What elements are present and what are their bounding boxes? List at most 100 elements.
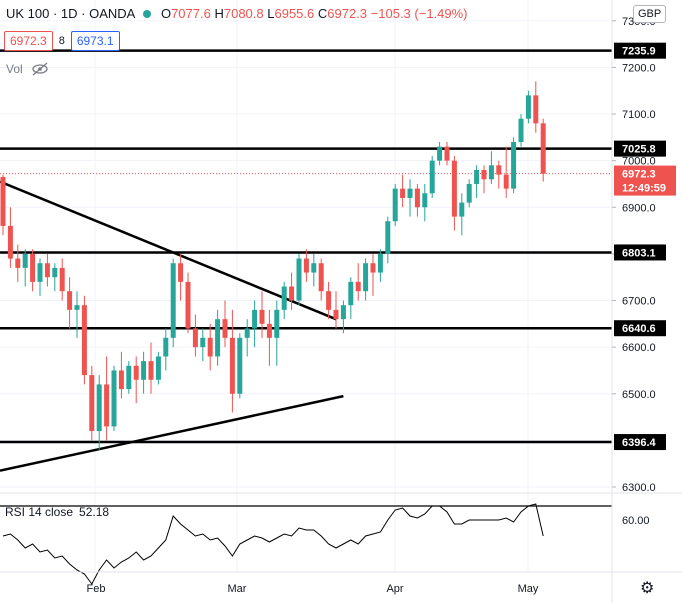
trendline[interactable] xyxy=(0,180,337,321)
candle-body[interactable] xyxy=(370,263,376,273)
candle-body[interactable] xyxy=(363,263,369,292)
candle-body[interactable] xyxy=(540,123,546,174)
candle-body[interactable] xyxy=(126,365,132,390)
candle-body[interactable] xyxy=(355,281,361,292)
buy-button[interactable]: 6973.1 xyxy=(70,31,120,51)
level-price-tag[interactable] xyxy=(614,434,666,451)
candle-body[interactable] xyxy=(525,95,531,119)
candle-body[interactable] xyxy=(422,193,428,208)
candle-body[interactable] xyxy=(274,309,280,338)
candle-body[interactable] xyxy=(148,361,154,380)
candle-body[interactable] xyxy=(185,281,191,329)
price-axis[interactable]: 7300.07200.07100.07000.06900.06800.06700… xyxy=(611,0,676,603)
symbol-title[interactable]: UK 100 · 1D · OANDA xyxy=(6,6,136,21)
candle-body[interactable] xyxy=(89,375,95,432)
candle-body[interactable] xyxy=(533,95,539,124)
candle-body[interactable] xyxy=(518,118,524,143)
candle-body[interactable] xyxy=(377,253,383,273)
candle-body[interactable] xyxy=(104,384,110,427)
level-price-tag[interactable] xyxy=(614,140,666,157)
candle-body[interactable] xyxy=(237,337,243,394)
candle-body[interactable] xyxy=(451,160,457,217)
candle-body[interactable] xyxy=(133,365,139,380)
candle-body[interactable] xyxy=(155,356,161,380)
rsi-pane[interactable] xyxy=(0,492,682,585)
hide-eye-icon[interactable] xyxy=(31,62,49,76)
candle-body[interactable] xyxy=(437,146,443,161)
candle-body[interactable] xyxy=(444,146,450,161)
candle-body[interactable] xyxy=(385,221,391,254)
candle-body[interactable] xyxy=(348,281,354,306)
candle-body[interactable] xyxy=(96,384,102,432)
candle-body[interactable] xyxy=(74,305,80,310)
candle-body[interactable] xyxy=(7,225,13,259)
candle-body[interactable] xyxy=(200,337,206,348)
candle-body[interactable] xyxy=(252,309,258,329)
level-price-tag[interactable] xyxy=(614,244,666,261)
candle-body[interactable] xyxy=(15,258,21,268)
candle-body[interactable] xyxy=(266,323,272,338)
trendlines[interactable] xyxy=(0,180,344,472)
candle-body[interactable] xyxy=(392,188,398,222)
candle-body[interactable] xyxy=(229,337,235,394)
candle-body[interactable] xyxy=(340,305,346,320)
candle-body[interactable] xyxy=(466,183,472,203)
rsi-line[interactable] xyxy=(2,503,544,585)
candle-body[interactable] xyxy=(37,263,43,282)
candle-body[interactable] xyxy=(496,165,502,175)
trendline[interactable] xyxy=(0,394,344,472)
candle-body[interactable] xyxy=(481,169,487,180)
candle-body[interactable] xyxy=(52,267,58,278)
candle-body[interactable] xyxy=(296,258,302,301)
candle-body[interactable] xyxy=(303,258,309,273)
candle-body[interactable] xyxy=(333,309,339,320)
candle-body[interactable] xyxy=(178,263,184,282)
level-price-label: 6396.4 xyxy=(622,437,657,449)
candle-body[interactable] xyxy=(407,188,413,198)
candle-body[interactable] xyxy=(474,169,480,184)
candle-body[interactable] xyxy=(44,263,50,278)
candle-body[interactable] xyxy=(244,328,250,338)
candle-body[interactable] xyxy=(30,253,36,282)
candle-body[interactable] xyxy=(141,361,147,380)
candle-body[interactable] xyxy=(118,370,124,390)
candle-body[interactable] xyxy=(259,309,265,324)
candle-body[interactable] xyxy=(459,202,465,217)
candle-body[interactable] xyxy=(59,267,65,292)
candle-body[interactable] xyxy=(22,253,28,268)
currency-button[interactable]: GBP xyxy=(633,5,667,23)
candle-body[interactable] xyxy=(511,142,517,189)
candle-body[interactable] xyxy=(311,263,317,273)
candle-body[interactable] xyxy=(488,165,494,180)
candle-body[interactable] xyxy=(111,370,117,427)
candle-body[interactable] xyxy=(400,188,406,198)
candle-body[interactable] xyxy=(163,337,169,357)
sell-button[interactable]: 6972.3 xyxy=(4,31,53,51)
open-value: 7077.6 xyxy=(171,6,211,21)
candle-body[interactable] xyxy=(318,263,324,292)
candle-body[interactable] xyxy=(414,188,420,208)
candle-body[interactable] xyxy=(503,174,509,189)
candle-body[interactable] xyxy=(289,286,295,301)
price-tick-label: 6600.0 xyxy=(622,342,656,354)
candles[interactable] xyxy=(0,81,546,450)
candle-body[interactable] xyxy=(429,160,435,194)
candle-body[interactable] xyxy=(326,291,332,310)
support-resistance-lines[interactable] xyxy=(0,49,612,444)
candle-body[interactable] xyxy=(207,337,213,357)
candle-body[interactable] xyxy=(215,319,221,357)
level-price-tag[interactable] xyxy=(614,320,666,337)
candle-body[interactable] xyxy=(67,291,73,310)
candle-body[interactable] xyxy=(192,328,198,348)
settings-gear-icon[interactable]: ⚙ xyxy=(640,580,655,597)
candle-body[interactable] xyxy=(222,319,228,338)
candle-body[interactable] xyxy=(81,305,87,376)
level-price-tag[interactable] xyxy=(614,42,666,59)
candle-body[interactable] xyxy=(0,176,6,226)
candle-body[interactable] xyxy=(170,263,176,338)
last-price-tag[interactable] xyxy=(614,165,676,196)
candle-body[interactable] xyxy=(281,286,287,310)
time-tick-label: Apr xyxy=(386,583,403,595)
time-axis[interactable]: Feb Mar Apr May xyxy=(87,583,539,595)
